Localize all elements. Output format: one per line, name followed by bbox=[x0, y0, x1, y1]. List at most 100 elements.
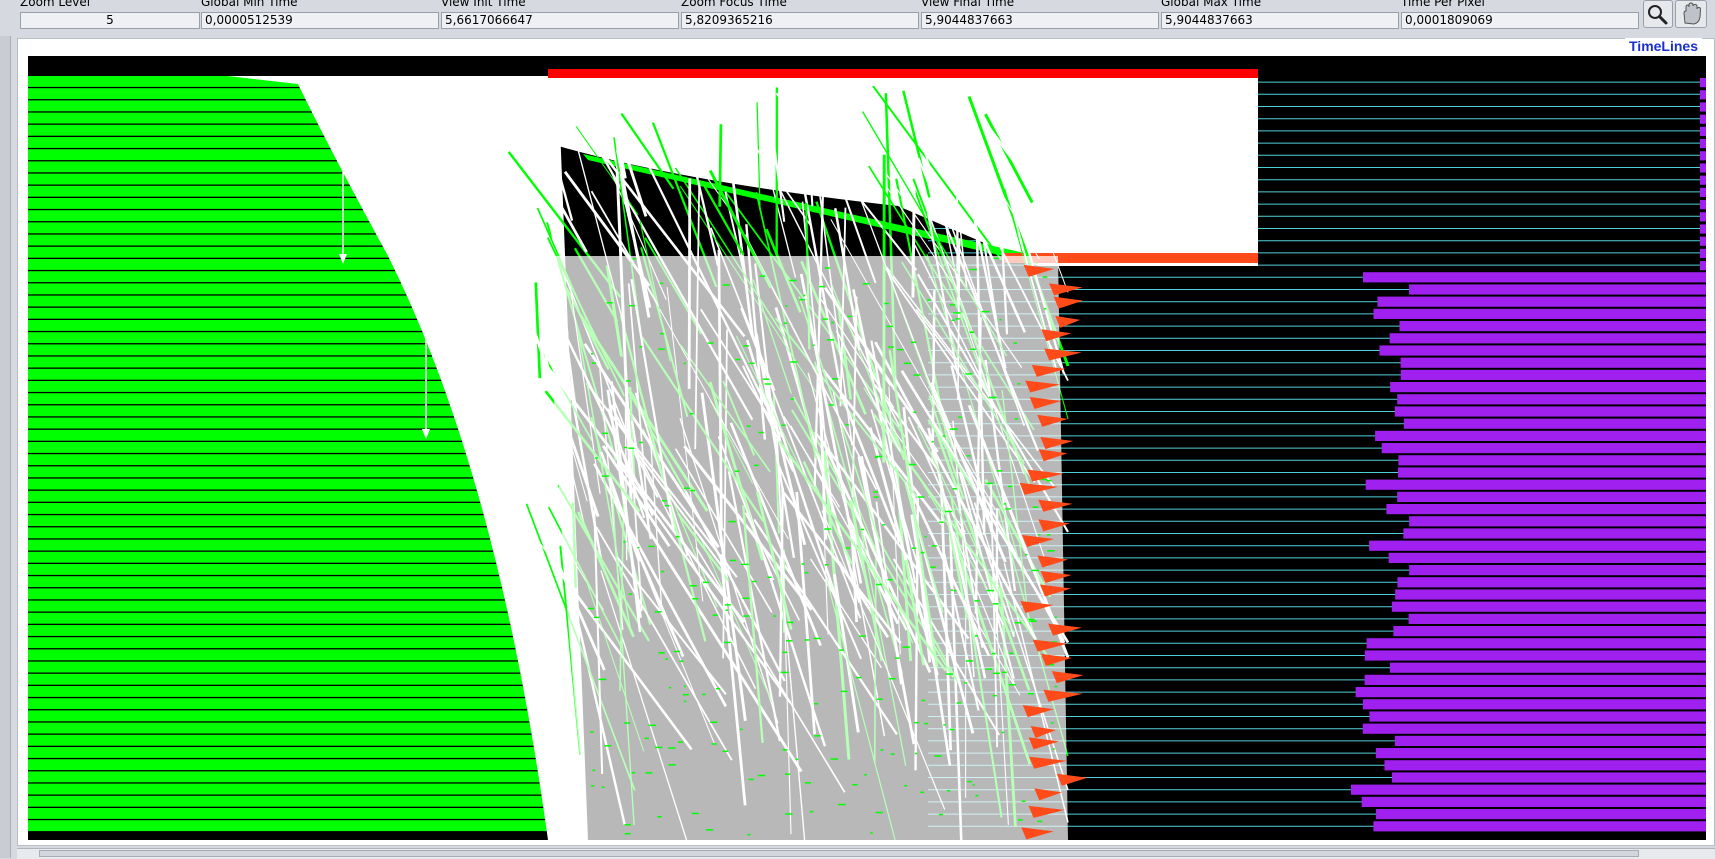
running-fragment bbox=[624, 447, 627, 449]
running-fragment bbox=[814, 703, 818, 705]
blocked-fragment bbox=[1052, 671, 1084, 683]
other-state-bar bbox=[1379, 345, 1706, 355]
running-fragment bbox=[1018, 383, 1021, 385]
running-fragment bbox=[648, 546, 654, 548]
other-state-bar bbox=[1395, 736, 1706, 746]
running-fragment bbox=[1009, 684, 1016, 686]
running-fragment bbox=[790, 361, 798, 363]
other-state-bar bbox=[1351, 785, 1706, 795]
running-fragment bbox=[626, 380, 631, 382]
running-fragment bbox=[708, 342, 714, 344]
running-fragment bbox=[655, 747, 662, 749]
timeline-row-bar bbox=[28, 759, 570, 770]
running-fragment bbox=[1053, 748, 1055, 750]
other-state-bar bbox=[1403, 528, 1706, 538]
running-fragment bbox=[965, 373, 972, 375]
running-fragment bbox=[674, 651, 680, 653]
time-info-toolbar: Zoom Level 5 Global Min Time 0,000051253… bbox=[0, 0, 1715, 36]
horizontal-scrollbar[interactable] bbox=[17, 848, 1715, 859]
zoom-tool-button[interactable] bbox=[1643, 0, 1673, 28]
other-state-bar bbox=[1384, 760, 1706, 770]
zoom-focus-time-value[interactable]: 5,8209365216 bbox=[681, 12, 919, 29]
running-fragment bbox=[669, 687, 671, 689]
running-fragment bbox=[628, 447, 634, 449]
running-fragment bbox=[805, 639, 810, 641]
running-fragment bbox=[590, 731, 593, 733]
running-fragment bbox=[859, 635, 866, 637]
timeline-row-bar bbox=[28, 540, 563, 551]
running-fragment bbox=[591, 785, 595, 787]
running-fragment bbox=[1037, 821, 1042, 823]
running-fragment bbox=[993, 673, 1000, 675]
zoom-focus-time-label: Zoom Focus Time bbox=[681, 0, 787, 9]
other-state-bar bbox=[1700, 78, 1706, 87]
running-fragment bbox=[852, 784, 857, 786]
running-fragment bbox=[625, 824, 631, 826]
running-fragment bbox=[728, 521, 736, 523]
timeline-canvas[interactable] bbox=[28, 56, 1706, 840]
timeline-row-bar bbox=[28, 649, 567, 660]
zoom-level-value[interactable]: 5 bbox=[20, 12, 200, 29]
running-fragment bbox=[876, 584, 882, 586]
blocked-fragment bbox=[1057, 774, 1088, 786]
timeline-row-bar bbox=[28, 710, 569, 721]
other-state-bar bbox=[1376, 809, 1706, 819]
global-min-time-value[interactable]: 0,0000512539 bbox=[201, 12, 439, 29]
running-fragment bbox=[743, 615, 749, 617]
pan-tool-button[interactable] bbox=[1675, 0, 1707, 28]
timeline-row-bar bbox=[28, 588, 565, 599]
running-fragment bbox=[876, 812, 883, 814]
running-fragment bbox=[645, 738, 649, 740]
running-fragment bbox=[690, 585, 697, 587]
scrollbar-thumb[interactable] bbox=[39, 850, 1639, 857]
running-fragment bbox=[955, 318, 959, 320]
timeline-row-bar bbox=[28, 771, 571, 782]
running-fragment bbox=[903, 646, 910, 648]
running-fragment bbox=[624, 722, 630, 724]
running-fragment bbox=[702, 694, 706, 696]
running-fragment bbox=[660, 283, 664, 285]
running-fragment bbox=[813, 345, 815, 347]
running-fragment bbox=[889, 678, 896, 680]
running-fragment bbox=[969, 332, 974, 334]
running-fragment bbox=[723, 284, 730, 286]
view-init-time-value[interactable]: 5,6617066647 bbox=[441, 12, 679, 29]
view-final-time-value[interactable]: 5,9044837663 bbox=[921, 12, 1159, 29]
running-fragment bbox=[669, 764, 676, 766]
time-per-pixel-field: Time Per Pixel 0,0001809069 bbox=[1401, 0, 1639, 36]
running-fragment bbox=[957, 702, 962, 704]
running-fragment bbox=[1055, 617, 1057, 619]
other-state-bar bbox=[1374, 309, 1706, 319]
other-state-bar bbox=[1390, 382, 1706, 392]
running-fragment bbox=[993, 695, 997, 697]
running-fragment bbox=[749, 363, 754, 365]
running-fragment bbox=[723, 751, 728, 753]
running-fragment bbox=[713, 614, 718, 616]
running-fragment bbox=[758, 775, 766, 777]
time-per-pixel-value[interactable]: 0,0001809069 bbox=[1401, 12, 1639, 29]
timeline-row-bar bbox=[28, 564, 564, 575]
running-fragment bbox=[703, 582, 709, 584]
global-max-time-value[interactable]: 5,9044837663 bbox=[1161, 12, 1399, 29]
running-fragment bbox=[819, 286, 825, 288]
running-fragment bbox=[970, 269, 978, 271]
running-fragment bbox=[712, 743, 717, 745]
running-fragment bbox=[974, 600, 979, 602]
running-fragment bbox=[939, 814, 943, 816]
view-final-time-field: View Final Time 5,9044837663 bbox=[921, 0, 1159, 36]
running-fragment bbox=[602, 475, 609, 477]
running-fragment bbox=[924, 536, 926, 538]
running-fragment bbox=[829, 404, 834, 406]
running-fragment bbox=[678, 741, 683, 743]
running-fragment bbox=[932, 441, 934, 443]
running-fragment bbox=[1054, 686, 1057, 688]
running-fragment bbox=[1031, 570, 1039, 572]
running-fragment bbox=[1015, 418, 1018, 420]
other-state-bar bbox=[1363, 724, 1706, 734]
other-state-bar bbox=[1390, 333, 1706, 343]
running-fragment bbox=[861, 529, 864, 531]
timeline-row-bar bbox=[28, 698, 568, 709]
running-fragment bbox=[953, 312, 961, 314]
running-fragment bbox=[726, 609, 728, 611]
running-fragment bbox=[989, 397, 996, 399]
